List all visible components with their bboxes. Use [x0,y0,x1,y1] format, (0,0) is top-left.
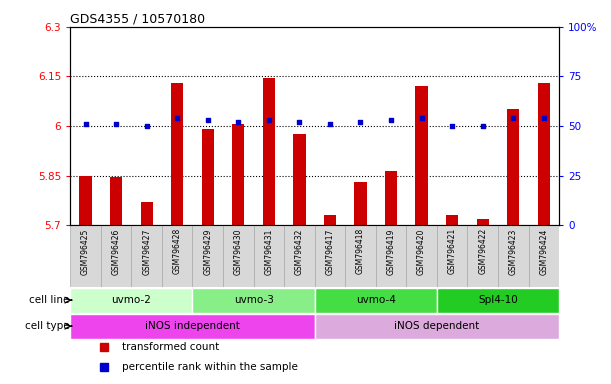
Bar [110,177,122,225]
Bar [162,225,192,287]
Bar [315,314,559,339]
Bar [376,225,406,287]
Text: uvmo-2: uvmo-2 [111,295,152,305]
Text: GSM796418: GSM796418 [356,228,365,275]
Point [295,119,304,125]
Point [356,119,365,125]
Text: GDS4355 / 10570180: GDS4355 / 10570180 [70,13,205,26]
Point [325,121,335,127]
Bar [538,83,550,225]
Bar [529,225,559,287]
Bar [498,225,529,287]
Bar [101,225,131,287]
Point [539,115,549,121]
Text: GSM796429: GSM796429 [203,228,212,275]
Text: uvmo-4: uvmo-4 [356,295,396,305]
Bar [354,182,367,225]
Point [172,115,182,121]
Point [417,115,426,121]
Bar [446,215,458,225]
Bar [324,215,336,225]
Text: GSM796427: GSM796427 [142,228,151,275]
Text: GSM796417: GSM796417 [326,228,334,275]
Text: cell type: cell type [24,321,70,331]
Bar [437,225,467,287]
Bar [477,218,489,225]
Bar [192,288,315,313]
Bar [141,202,153,225]
Text: GSM796426: GSM796426 [112,228,120,275]
Point [81,121,90,127]
Bar [70,314,315,339]
Bar [315,225,345,287]
Bar [70,225,101,287]
Bar [70,288,192,313]
Text: percentile rank within the sample: percentile rank within the sample [122,362,298,372]
Bar [415,86,428,225]
Point [447,123,457,129]
Text: iNOS independent: iNOS independent [145,321,240,331]
Bar [131,225,162,287]
Point [142,123,152,129]
Bar [293,134,306,225]
Bar [406,225,437,287]
Text: uvmo-3: uvmo-3 [233,295,274,305]
Point [478,123,488,129]
Text: GSM796422: GSM796422 [478,228,487,275]
Bar [171,83,183,225]
Bar [192,225,223,287]
Point [264,117,274,123]
Bar [467,225,498,287]
Text: transformed count: transformed count [122,342,219,353]
Text: GSM796420: GSM796420 [417,228,426,275]
Text: iNOS dependent: iNOS dependent [394,321,480,331]
Point [233,119,243,125]
Text: GSM796419: GSM796419 [387,228,395,275]
Point [508,115,518,121]
Text: GSM796425: GSM796425 [81,228,90,275]
Bar [507,109,519,225]
Bar [79,175,92,225]
Bar [223,225,254,287]
Point [111,121,121,127]
Text: GSM796421: GSM796421 [448,228,456,275]
Text: GSM796432: GSM796432 [295,228,304,275]
Bar [254,225,284,287]
Text: cell line: cell line [29,295,70,305]
Bar [345,225,376,287]
Text: GSM796431: GSM796431 [265,228,273,275]
Bar [385,170,397,225]
Text: GSM796430: GSM796430 [234,228,243,275]
Bar [315,288,437,313]
Bar [202,129,214,225]
Point [386,117,396,123]
Bar [284,225,315,287]
Bar [232,124,244,225]
Point [203,117,213,123]
Text: GSM796424: GSM796424 [540,228,548,275]
Text: GSM796428: GSM796428 [173,228,181,275]
Text: Spl4-10: Spl4-10 [478,295,518,305]
Bar [263,78,275,225]
Text: GSM796423: GSM796423 [509,228,518,275]
Bar [437,288,559,313]
